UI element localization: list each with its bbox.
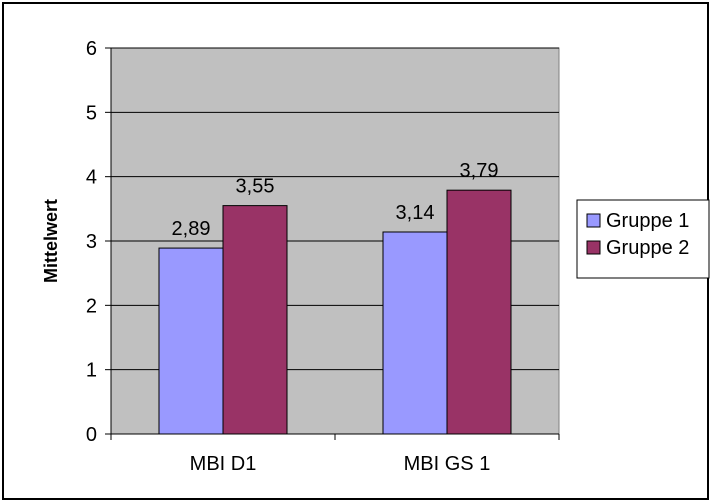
bar: [158, 247, 224, 435]
legend-label: Gruppe 2: [606, 237, 689, 259]
y-tick-label: 4: [86, 167, 97, 189]
y-tick-label: 6: [86, 38, 97, 60]
y-tick-label: 0: [86, 424, 97, 446]
data-label: 3,79: [460, 160, 499, 182]
legend-swatch: [586, 240, 601, 255]
y-tick-label: 1: [86, 360, 97, 382]
legend: [576, 199, 710, 279]
y-tick-label: 3: [86, 231, 97, 253]
x-tick-label: MBI GS 1: [404, 453, 491, 475]
data-label: 2,89: [172, 218, 211, 240]
bar: [382, 231, 448, 435]
x-tick-label: MBI D1: [190, 453, 257, 475]
legend-swatch: [586, 213, 601, 228]
y-tick-label: 5: [86, 102, 97, 124]
y-tick-label: 2: [86, 295, 97, 317]
y-axis-title: Mittelwert: [41, 199, 61, 283]
bar: [222, 205, 288, 435]
legend-label: Gruppe 1: [606, 210, 689, 232]
data-label: 3,14: [396, 202, 435, 224]
bar: [446, 189, 512, 435]
data-label: 3,55: [236, 176, 275, 198]
